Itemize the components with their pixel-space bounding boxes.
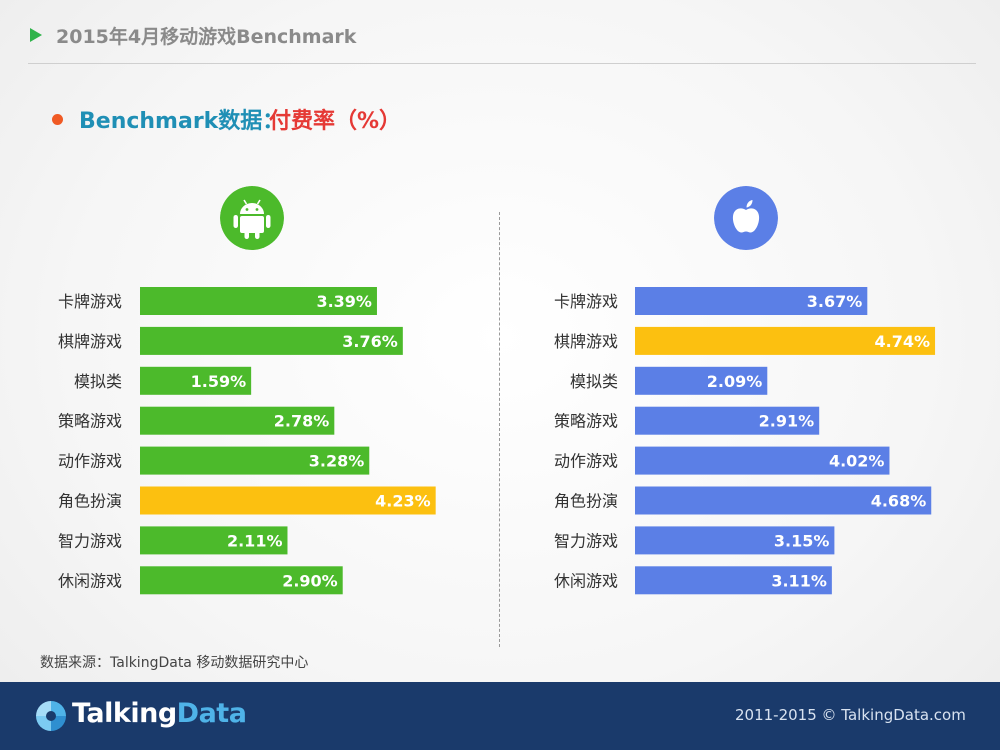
footer-bar: TalkingData 2011-2015 © TalkingData.com (0, 682, 1000, 750)
ios-value-label: 3.67% (807, 292, 863, 311)
ios-bar (635, 287, 868, 315)
data-source-note: 数据来源：TalkingData 移动数据研究中心 (40, 655, 309, 671)
android-bar (140, 366, 252, 395)
ios-category-label: 角色扮演 (554, 492, 618, 511)
android-category-label: 策略游戏 (58, 412, 122, 431)
chart-divider (499, 212, 500, 647)
ios-category-label: 动作游戏 (554, 452, 618, 471)
ios-value-label: 3.11% (771, 571, 827, 590)
ios-bar (635, 446, 890, 475)
ios-bar (635, 406, 820, 435)
ios-bar (635, 486, 932, 515)
ios-category-label: 休闲游戏 (554, 571, 618, 590)
android-bar (140, 526, 288, 555)
android-value-label: 4.23% (375, 492, 431, 511)
ios-category-label: 卡牌游戏 (554, 292, 618, 311)
android-value-label: 3.28% (309, 452, 365, 471)
logo-talking: Talking (72, 698, 177, 729)
ios-value-label: 4.74% (875, 332, 931, 351)
android-category-label: 卡牌游戏 (58, 292, 122, 311)
android-value-label: 3.39% (316, 292, 372, 311)
copyright-text: 2011-2015 © TalkingData.com (735, 706, 966, 724)
android-value-label: 3.76% (342, 332, 398, 351)
android-category-label: 模拟类 (74, 372, 122, 391)
ios-value-label: 3.15% (774, 531, 830, 550)
ios-category-label: 棋牌游戏 (554, 332, 618, 351)
ios-bar (635, 566, 832, 595)
android-bar (140, 326, 403, 355)
ios-value-label: 4.68% (871, 492, 927, 511)
page-title: 2015年4月移动游戏Benchmark (56, 26, 357, 48)
ios-category-label: 策略游戏 (554, 412, 618, 431)
talkingdata-logo-icon (36, 701, 66, 731)
ios-bar-chart: 卡牌游戏 3.67% 棋牌游戏 4.74% 模拟类 2.09% 策略游戏 2.91% 动作游戏 4… (554, 287, 936, 595)
ios-bar (635, 366, 768, 395)
header: 2015年4月移动游戏Benchmark (0, 0, 1000, 64)
ios-value-label: 2.09% (707, 372, 763, 391)
android-bar-chart: 卡牌游戏 3.39% 棋牌游戏 3.76% 模拟类 1.59% 策略游戏 2.78% 动作游戏 3… (58, 287, 436, 595)
ios-value-label: 4.02% (829, 452, 885, 471)
android-category-label: 休闲游戏 (58, 571, 122, 590)
android-category-label: 棋牌游戏 (58, 332, 122, 351)
android-bar (140, 287, 377, 315)
ios-category-label: 模拟类 (570, 372, 618, 391)
subheading-benchmark: Benchmark数据： (79, 109, 285, 134)
ios-bar (635, 526, 835, 555)
android-category-label: 智力游戏 (58, 531, 122, 550)
talkingdata-logo: TalkingData (72, 698, 247, 729)
logo-data: Data (176, 698, 247, 729)
play-arrow-icon (30, 28, 42, 42)
bullet-dot-icon (52, 114, 63, 125)
android-bar (140, 446, 370, 475)
android-bar (140, 406, 335, 435)
ios-category-label: 智力游戏 (554, 531, 618, 550)
apple-icon (714, 186, 778, 250)
ios-value-label: 2.91% (759, 412, 815, 431)
android-value-label: 1.59% (191, 372, 247, 391)
subheading-metric: 付费率（%） (269, 109, 402, 134)
android-category-label: 角色扮演 (58, 492, 122, 511)
android-category-label: 动作游戏 (58, 452, 122, 471)
android-bar (140, 566, 343, 595)
android-value-label: 2.90% (282, 571, 338, 590)
android-value-label: 2.11% (227, 531, 283, 550)
header-divider (28, 63, 976, 64)
android-icon (220, 186, 284, 250)
ios-bar (635, 326, 936, 355)
android-value-label: 2.78% (274, 412, 330, 431)
android-bar (140, 486, 436, 515)
